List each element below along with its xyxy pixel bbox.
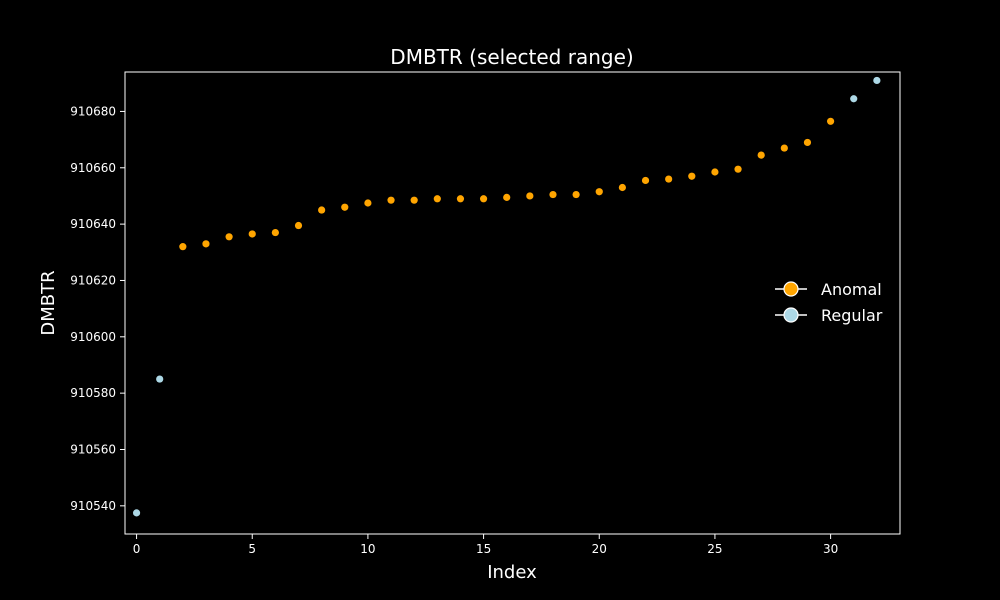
- data-point-anomal: [248, 230, 256, 238]
- data-point-anomal: [734, 165, 742, 173]
- y-tick-label: 910600: [70, 330, 116, 344]
- data-point-anomal: [803, 138, 812, 147]
- plot-area-frame: [124, 71, 901, 535]
- legend-marker-anomal: [783, 281, 799, 297]
- data-point-anomal: [526, 192, 534, 200]
- legend: Anomal Regular: [775, 280, 883, 325]
- data-point-anomal: [641, 176, 650, 185]
- legend-label-regular: Regular: [821, 306, 883, 325]
- data-point-anomal: [410, 196, 418, 204]
- data-point-anomal: [688, 172, 696, 180]
- data-point-anomal: [364, 199, 372, 207]
- data-point-regular: [850, 95, 858, 103]
- x-tick-label: 15: [476, 542, 491, 556]
- x-tick-label: 20: [592, 542, 607, 556]
- data-point-anomal: [433, 195, 441, 203]
- data-point-anomal: [665, 175, 673, 183]
- data-point-anomal: [202, 240, 210, 248]
- y-axis-ticks: 910540 910560 910580 910600 910620 910640 9106…: [70, 104, 125, 513]
- data-points: [132, 76, 881, 517]
- data-point-anomal: [549, 190, 557, 199]
- data-point-anomal: [595, 188, 603, 196]
- data-point-anomal: [341, 203, 349, 211]
- y-tick-label: 910540: [70, 499, 116, 513]
- data-point-anomal: [271, 228, 279, 237]
- x-axis-ticks: 0 5 10 15 20 25 30: [133, 534, 838, 556]
- data-point-anomal: [225, 233, 233, 241]
- y-tick-label: 910580: [70, 386, 116, 400]
- x-tick-label: 10: [360, 542, 375, 556]
- y-tick-label: 910640: [70, 217, 116, 231]
- y-axis-label: DMBTR: [38, 270, 59, 335]
- data-point-regular: [156, 375, 164, 383]
- y-tick-label: 910660: [70, 161, 116, 175]
- y-tick-label: 910560: [70, 442, 116, 456]
- data-point-regular: [873, 76, 881, 85]
- y-tick-label: 910620: [70, 273, 116, 287]
- legend-label-anomal: Anomal: [821, 280, 882, 299]
- data-point-anomal: [618, 183, 626, 192]
- data-point-anomal: [826, 117, 835, 125]
- data-point-anomal: [757, 151, 765, 159]
- data-point-anomal: [572, 190, 580, 199]
- data-point-anomal: [479, 195, 488, 203]
- y-tick-label: 910680: [70, 104, 116, 118]
- data-point-anomal: [456, 195, 465, 203]
- x-tick-label: 25: [707, 542, 722, 556]
- data-point-regular: [132, 509, 141, 517]
- x-tick-label: 0: [133, 542, 141, 556]
- data-point-anomal: [711, 168, 719, 176]
- data-point-anomal: [503, 193, 511, 201]
- data-point-anomal: [318, 206, 326, 214]
- data-point-anomal: [387, 196, 395, 204]
- chart-title: DMBTR (selected range): [390, 45, 633, 69]
- data-point-anomal: [179, 243, 187, 251]
- x-tick-label: 5: [248, 542, 256, 556]
- x-tick-label: 30: [823, 542, 838, 556]
- legend-marker-regular: [783, 307, 799, 323]
- x-axis-label: Index: [487, 562, 537, 583]
- data-point-anomal: [294, 221, 303, 230]
- data-point-anomal: [780, 144, 788, 152]
